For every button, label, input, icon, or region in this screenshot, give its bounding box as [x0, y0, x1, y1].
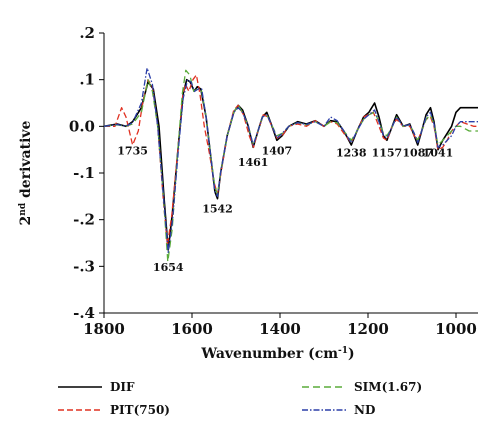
x-axis-title-main: Wavenumber (cm	[200, 346, 338, 362]
y-tick-label: .1	[79, 71, 95, 89]
series-line-nd	[103, 67, 478, 253]
y-tick-label: -.3	[73, 257, 95, 275]
x-tick-label: 1000	[435, 320, 477, 338]
peak-label: 1041	[423, 147, 454, 160]
x-axis-title-end: )	[348, 346, 355, 362]
x-tick-label: 1200	[347, 320, 389, 338]
y-axis-title-base: 2	[18, 216, 34, 226]
peak-label: 1407	[262, 144, 293, 157]
legend-label: ND	[354, 403, 375, 417]
peak-label: 1157	[372, 147, 403, 160]
y-tick-label: -.1	[73, 164, 95, 182]
peak-label: 1238	[336, 147, 367, 160]
x-axis-title-sup: -1	[338, 346, 348, 356]
x-tick-label: 1600	[171, 320, 213, 338]
y-axis-title: 2nd derivative	[18, 120, 34, 225]
y-tick-label: .2	[79, 24, 95, 42]
legend-label: SIM(1.67)	[354, 380, 422, 394]
x-axis-title: Wavenumber (cm-1)	[200, 346, 354, 362]
peak-label: 1654	[153, 261, 184, 274]
y-axis-title-sup: nd	[18, 202, 28, 216]
peak-label: 1542	[202, 203, 233, 216]
y-tick-label: 0.0	[69, 117, 95, 135]
series-line-dif	[103, 78, 478, 251]
legend-label: DIF	[110, 380, 135, 394]
y-tick-label: -.4	[73, 304, 95, 322]
y-axis-title-rest: derivative	[18, 120, 34, 202]
series-group	[103, 67, 478, 263]
peak-label: 1735	[117, 144, 148, 157]
peak-label: 1087	[402, 147, 433, 160]
x-tick-label: 1800	[83, 320, 125, 338]
peak-label: 1461	[238, 156, 269, 169]
legend: DIF PIT(750) SIM(1.67) ND	[58, 380, 422, 417]
series-line-sim-1-67	[103, 69, 478, 263]
legend-label: PIT(750)	[110, 403, 170, 417]
y-tick-label: -.2	[73, 211, 95, 229]
x-tick-label: 1400	[259, 320, 301, 338]
